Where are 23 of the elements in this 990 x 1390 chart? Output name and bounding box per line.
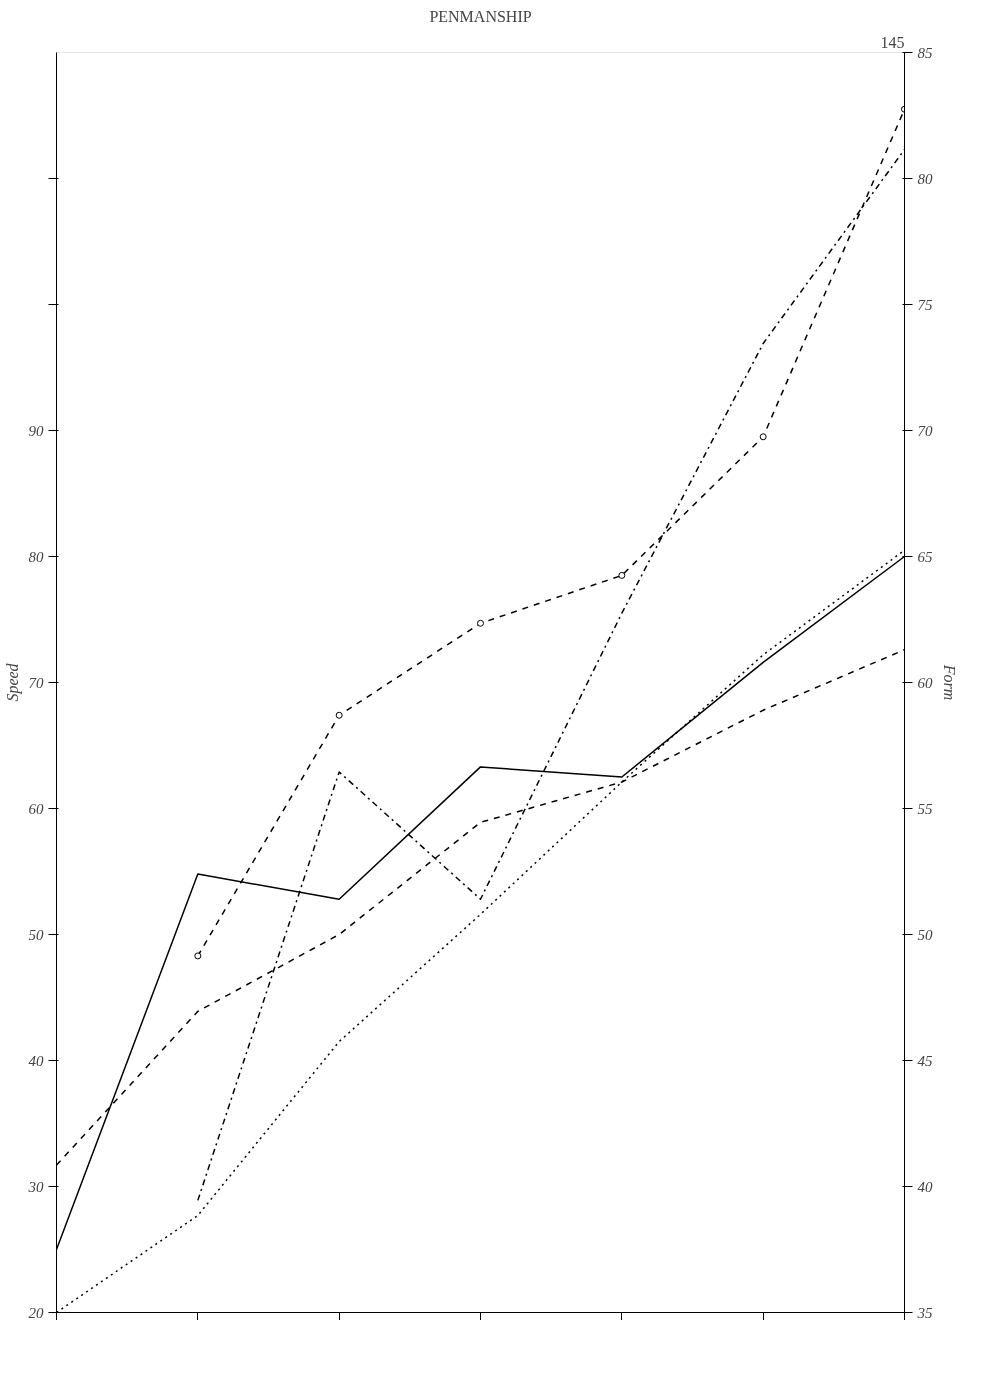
y2-tick-label: 35 xyxy=(916,1304,933,1321)
y-tick-label: 30 xyxy=(27,1178,44,1195)
y-axis-title: Speed xyxy=(3,662,22,702)
y2-tick-label: 50 xyxy=(917,926,933,943)
y-tick-label: 70 xyxy=(28,674,44,691)
y2-tick-label: 75 xyxy=(917,296,933,313)
y2-tick-label: 85 xyxy=(917,44,933,61)
y2-tick-label: 45 xyxy=(917,1052,933,1069)
y2-tick-label: 80 xyxy=(917,170,933,187)
y2-axis-title: Form xyxy=(940,663,958,701)
y-tick-label: 50 xyxy=(28,926,44,943)
text: 145 xyxy=(880,33,905,51)
y2-tick-label: 40 xyxy=(917,1178,933,1195)
y-tick-label: 80 xyxy=(28,548,44,565)
y-tick-label: 90 xyxy=(28,422,44,439)
y2-tick-label: 70 xyxy=(917,422,933,439)
chart-title: PENMANSHIP xyxy=(429,7,532,25)
y-tick-label: 40 xyxy=(28,1052,44,1069)
y-tick-label: 20 xyxy=(28,1304,44,1321)
y2-tick-label: 55 xyxy=(917,800,933,817)
y2-tick-label: 65 xyxy=(917,548,933,565)
y2-tick-label: 60 xyxy=(917,674,933,691)
y-tick-label: 60 xyxy=(28,800,44,817)
